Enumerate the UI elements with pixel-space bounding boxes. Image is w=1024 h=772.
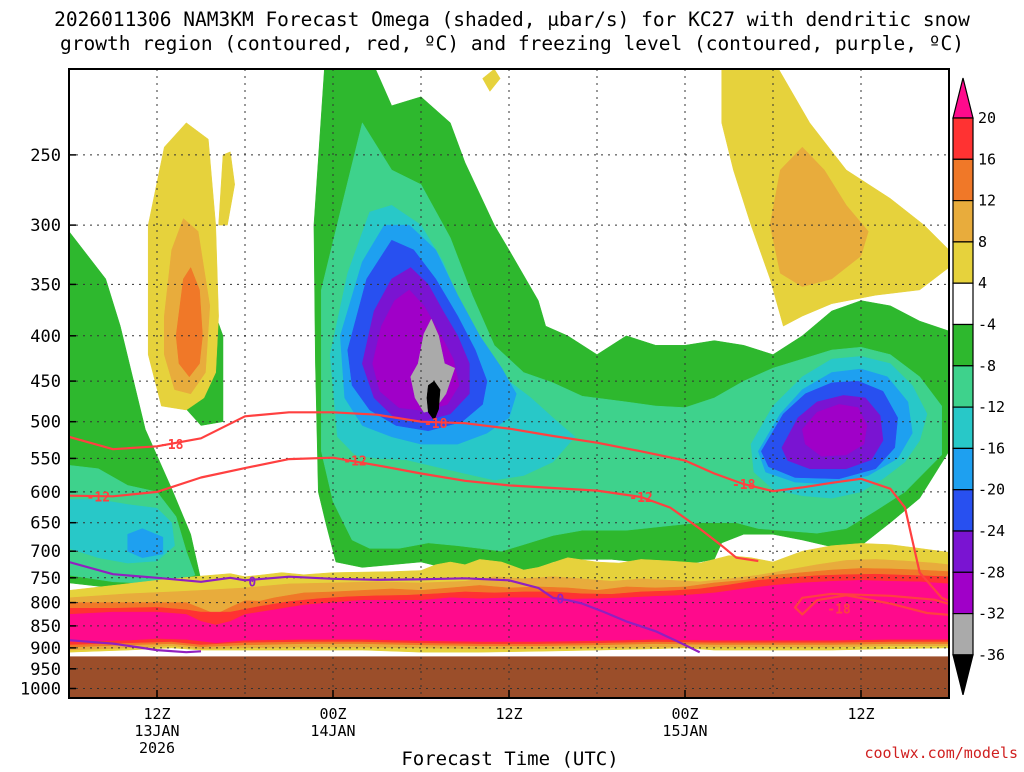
omega-region-up_-28-1	[802, 404, 868, 457]
contour-label-0: -18	[160, 438, 184, 453]
colorbar-label-5: -4	[978, 316, 996, 334]
colorbar-segment-12	[952, 571, 974, 615]
y-tick-label-600: 600	[30, 483, 61, 503]
y-tick-label-500: 500	[30, 413, 61, 433]
omega-region-up_-16-0	[127, 528, 164, 558]
x-tick-date-1: 14JAN	[310, 722, 355, 740]
x-tick-date-3: 15JAN	[662, 722, 707, 740]
colorbar-label-3: 8	[978, 233, 987, 251]
colorbar-label-7: -12	[978, 398, 1005, 416]
credit-text: coolwx.com/models	[864, 744, 1018, 762]
y-tick-label-950: 950	[30, 660, 61, 680]
contour-freezing-upper	[69, 560, 701, 654]
colorbar-segment-6	[952, 323, 974, 367]
y-tick-label-900: 900	[30, 639, 61, 659]
contour-dgz-minus18-low	[793, 592, 949, 617]
contours: -18 -12 -18 -12 -12 -18 -18 0 0	[69, 411, 949, 654]
x-tick-date-0: 13JAN	[134, 722, 179, 740]
y-tick-label-450: 450	[30, 372, 61, 392]
y-tick-label-250: 250	[30, 146, 61, 166]
y-tick-label-1000: 1000	[20, 680, 61, 700]
colorbar-label-13: -36	[978, 646, 1005, 664]
omega-region-down_20-0	[69, 580, 949, 644]
y-axis: 2503003504004505005506006507007508008509…	[20, 146, 76, 700]
omega-region-down_4-1	[218, 151, 235, 226]
colorbar-segment-1	[952, 117, 974, 160]
x-tick-label-2: 12Z	[495, 705, 522, 723]
colorbar-segment-8	[952, 406, 974, 450]
colorbar-segment-3	[952, 200, 974, 243]
x-axis-title: Forecast Time (UTC)	[401, 748, 618, 768]
y-tick-label-700: 700	[30, 542, 61, 562]
colorbar-segment-13	[952, 612, 974, 656]
omega-region-up_-36-0	[426, 380, 441, 421]
y-tick-label-800: 800	[30, 594, 61, 614]
chart-title-line2: growth region (contoured, red, ºC) and f…	[60, 32, 964, 55]
y-tick-label-400: 400	[30, 327, 61, 347]
x-tick-label-3: 00Z	[671, 705, 698, 723]
colorbar-label-11: -28	[978, 563, 1005, 581]
contour-label-4: -12	[629, 491, 652, 506]
contour-label-8: 0	[556, 593, 564, 608]
colorbar-segment-4	[952, 241, 974, 284]
x-tick-label-4: 12Z	[847, 705, 874, 723]
colorbar-segment-9	[952, 447, 974, 491]
colorbar-segment-5	[952, 282, 974, 326]
omega-region-up_-32-0	[410, 318, 456, 413]
omega-region-down_8-1	[769, 146, 869, 287]
y-tick-label-750: 750	[30, 569, 61, 589]
colorbar-label-8: -16	[978, 439, 1005, 457]
contour-label-6: -18	[827, 602, 851, 617]
contour-label-1: -12	[87, 490, 110, 505]
colorbar-label-4: 4	[978, 274, 987, 292]
contour-label-3: -12	[343, 455, 366, 470]
omega-shading	[69, 69, 949, 653]
y-tick-label-350: 350	[30, 275, 61, 295]
x-tick-year-0: 2026	[139, 739, 175, 757]
colorbar-label-0: 20	[978, 109, 996, 127]
omega-region-down_4-2	[482, 69, 501, 92]
colorbar-segment-7	[952, 365, 974, 408]
contour-dgz-minus18	[69, 411, 949, 602]
x-tick-label-0: 12Z	[143, 705, 170, 723]
colorbar-label-1: 16	[978, 150, 996, 168]
colorbar-segment-0	[952, 77, 974, 119]
contour-label-5: -18	[732, 478, 756, 493]
y-tick-label-650: 650	[30, 514, 61, 534]
colorbar-segment-10	[952, 489, 974, 532]
colorbar-label-10: -24	[978, 522, 1005, 540]
y-tick-label-550: 550	[30, 449, 61, 469]
contour-label-7: 0	[248, 575, 256, 590]
contour-label-2: -18	[424, 417, 448, 432]
colorbar-label-9: -20	[978, 481, 1005, 499]
x-tick-label-1: 00Z	[319, 705, 346, 723]
colorbar-label-2: 12	[978, 192, 996, 210]
colorbar-label-12: -32	[978, 605, 1005, 623]
colorbar: 20 16 12 8 4 -4 -8 -12 -16 -20 -24 -28 -32 -36	[952, 77, 1005, 696]
colorbar-segment-14	[952, 654, 974, 696]
y-tick-label-300: 300	[30, 216, 61, 236]
contour-freezing-lower	[69, 639, 202, 654]
chart-title-line1: 2026011306 NAM3KM Forecast Omega (shaded…	[54, 8, 970, 31]
colorbar-segment-11	[952, 530, 974, 573]
colorbar-label-6: -8	[978, 357, 996, 375]
colorbar-segment-2	[952, 158, 974, 202]
plot-area: -18 -12 -18 -12 -12 -18 -18 0 0	[69, 69, 949, 698]
y-tick-label-850: 850	[30, 617, 61, 637]
contour-dgz-minus12	[69, 456, 759, 563]
